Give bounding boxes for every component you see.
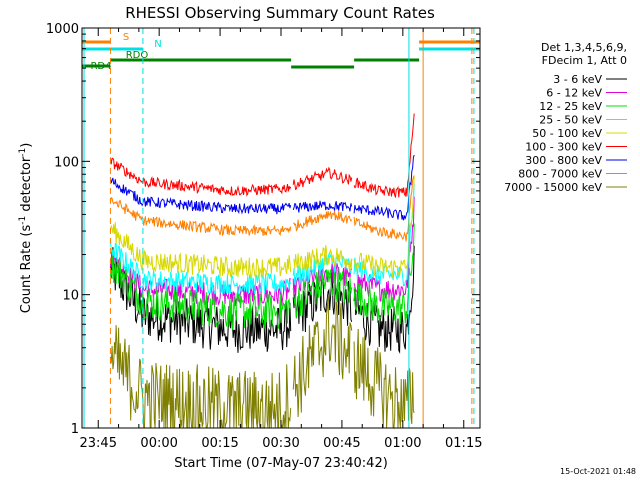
legend-header-2: FDecim 1, Att 0	[542, 54, 627, 67]
x-tick-label: 00:00	[140, 436, 177, 451]
legend-label-1: 6 - 12 keV	[546, 87, 602, 100]
y-tick-label: 1	[71, 422, 79, 437]
flag-label-rd4: RD4	[90, 61, 111, 72]
y-label-sup: -1	[18, 216, 28, 225]
x-axis-label: Start Time (07-May-07 23:40:42)	[174, 456, 388, 471]
legend-label-8: 7000 - 15000 keV	[504, 181, 602, 194]
y-tick-label: 1000	[46, 22, 79, 37]
y-axis: 1 10 100 1000	[46, 22, 480, 437]
y-label-sup-2: -1	[18, 148, 28, 157]
x-tick-label: 01:15	[445, 436, 482, 451]
x-axis: 23:45 00:00 00:15 00:30 00:45 01:00 01:15	[80, 28, 482, 451]
y-label-main: Count Rate (s	[19, 225, 34, 314]
flag-label-s: S	[123, 32, 129, 43]
y-axis-label: Count Rate (s-1 detector-1)	[18, 143, 34, 314]
legend: Det 1,3,4,5,6,9, FDecim 1, Att 0 3 - 6 k…	[504, 41, 627, 194]
series-line-4	[109, 176, 415, 279]
flag-label-n: N	[154, 39, 161, 50]
legend-label-6: 300 - 800 keV	[525, 154, 602, 167]
legend-label-2: 12 - 25 keV	[539, 100, 602, 113]
legend-header-1: Det 1,3,4,5,6,9,	[541, 41, 627, 54]
x-tick-label: 00:30	[262, 436, 299, 451]
vertical-markers	[83, 28, 475, 428]
y-tick-label: 10	[62, 289, 79, 304]
plot-frame	[81, 27, 481, 429]
series-line-7	[109, 175, 415, 242]
y-label-close: )	[19, 143, 34, 148]
flag-label-rdo: RDO	[126, 50, 149, 61]
legend-label-0: 3 - 6 keV	[553, 73, 602, 86]
y-label-end: detector	[19, 156, 34, 216]
series-line-6	[109, 154, 415, 221]
series-line-3	[109, 183, 415, 295]
legend-label-7: 800 - 7000 keV	[518, 168, 602, 181]
legend-label-3: 25 - 50 keV	[539, 114, 602, 127]
x-tick-label: 23:45	[80, 436, 117, 451]
y-tick-label: 100	[54, 155, 79, 170]
footer-timestamp: 15-Oct-2021 01:48	[560, 467, 636, 476]
series-line-5	[109, 113, 415, 199]
x-tick-label: 00:15	[201, 436, 238, 451]
legend-label-5: 100 - 300 keV	[525, 141, 602, 154]
series-line-2	[109, 223, 415, 331]
x-tick-label: 00:45	[323, 436, 360, 451]
flag-lines: S N RDO RD4	[82, 32, 480, 72]
legend-label-4: 50 - 100 keV	[532, 127, 602, 140]
x-tick-label: 01:00	[384, 436, 421, 451]
data-traces	[109, 113, 415, 430]
series-line-8	[109, 296, 415, 430]
chart-title: RHESSI Observing Summary Count Rates	[125, 4, 435, 22]
